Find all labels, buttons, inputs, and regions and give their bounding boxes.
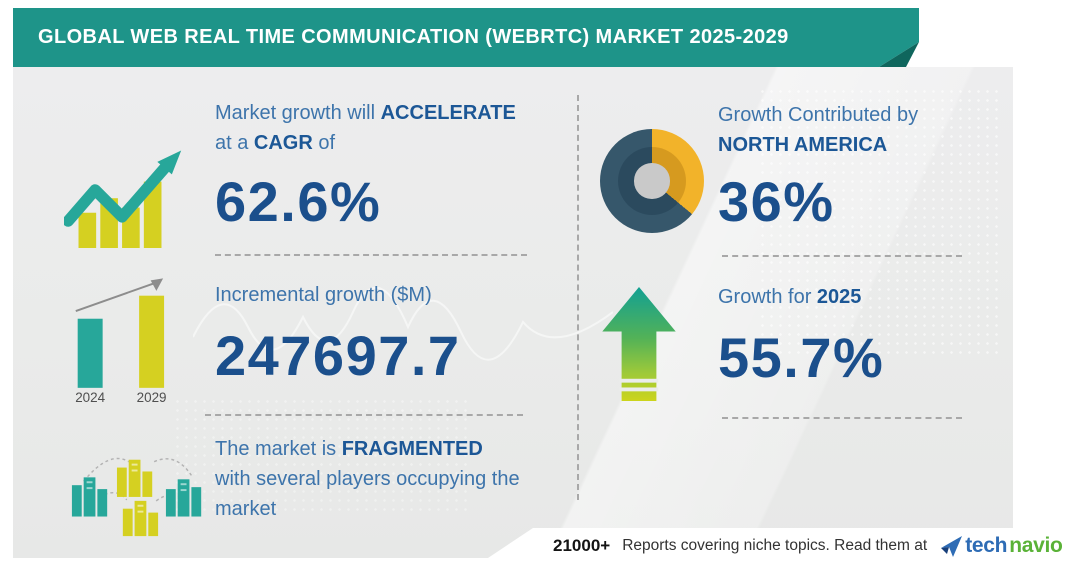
donut-chart-icon <box>600 129 704 233</box>
background-texture-dots <box>758 87 1003 357</box>
report-count: 21000+ <box>553 536 611 555</box>
yoy-year: 2025 <box>816 286 862 308</box>
yoy-label: Growth for 2025 <box>718 282 884 312</box>
footer-tagline: Reports covering niche topics. Read them… <box>622 537 928 554</box>
yoy-section: Growth for 2025 55.7% <box>718 282 884 386</box>
fragmented-prefix: The market is <box>215 438 337 460</box>
cagr-label-line1: Market growth will ACCELERATE <box>215 98 516 128</box>
yoy-prefix: Growth for <box>718 286 812 308</box>
cagr-suffix: of <box>318 132 336 154</box>
dashed-divider <box>205 414 523 416</box>
incremental-section: Incremental growth ($M) 247697.7 <box>215 280 461 384</box>
page-title: GLOBAL WEB REAL TIME COMMUNICATION (WEBR… <box>38 26 789 48</box>
region-name: NORTH AMERICA <box>718 130 918 160</box>
technavio-logo-mark-icon <box>941 536 963 557</box>
fragmented-emphasis: FRAGMENTED <box>341 438 483 460</box>
logo-part-navio: navio <box>1009 534 1063 557</box>
dashed-divider <box>722 255 962 257</box>
cagr-label-line2: at a CAGR of <box>215 128 516 158</box>
cagr-value: 62.6% <box>215 170 382 233</box>
cagr-section: Market growth will ACCELERATE at a CAGR … <box>215 98 516 230</box>
bar-start-year-label: 2024 <box>75 390 105 404</box>
up-arrow-icon <box>602 287 676 401</box>
logo-part-tech: tech <box>965 534 1008 557</box>
region-value: 36% <box>718 170 835 233</box>
content-area <box>13 67 1013 558</box>
fragmented-section: The market is FRAGMENTED with several pl… <box>215 434 555 524</box>
dashed-divider <box>215 254 527 256</box>
region-section: Growth Contributed by NORTH AMERICA 36% <box>718 100 918 230</box>
incremental-value: 247697.7 <box>215 324 461 387</box>
incremental-label: Incremental growth ($M) <box>215 284 432 306</box>
dashed-divider <box>722 417 962 419</box>
technavio-logo[interactable]: tech navio <box>939 534 1063 558</box>
bar-comparison-icon: 2024 2029 <box>75 278 167 404</box>
title-banner: GLOBAL WEB REAL TIME COMMUNICATION (WEBR… <box>13 8 919 67</box>
buildings-cluster-icon <box>71 457 202 537</box>
donut-center <box>634 163 670 199</box>
cagr-emphasis-cagr: CAGR <box>253 132 313 154</box>
yoy-value: 55.7% <box>718 326 885 389</box>
region-name-text: NORTH AMERICA <box>718 134 888 156</box>
background-sheen-decoration <box>13 67 1013 558</box>
banner-fold-icon <box>879 42 919 67</box>
column-dashed-divider <box>577 95 579 500</box>
background-texture-dots <box>173 397 473 517</box>
cagr-emphasis-accelerate: ACCELERATE <box>380 102 516 124</box>
growth-arrow-chart-icon <box>64 150 182 248</box>
cagr-prefix: Market growth will <box>215 102 376 124</box>
fragmented-label-rest: with several players occupying the marke… <box>215 468 520 520</box>
region-prefix: Growth Contributed by <box>718 104 919 126</box>
bar-end-year-label: 2029 <box>137 390 167 404</box>
background-waveform-decoration <box>193 286 613 361</box>
cagr-mid: at a <box>215 132 249 154</box>
footer: 21000+ Reports covering niche topics. Re… <box>553 534 1063 558</box>
fragmented-label-line1: The market is FRAGMENTED <box>215 434 555 464</box>
